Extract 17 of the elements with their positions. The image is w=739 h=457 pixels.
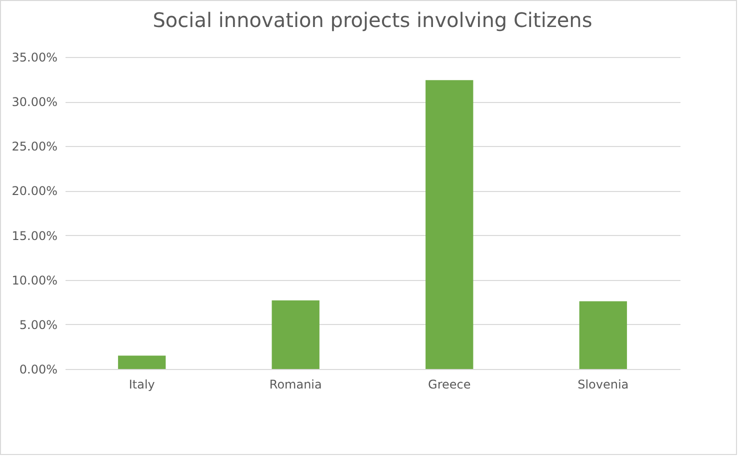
bar (426, 80, 474, 369)
x-tick-label: Slovenia (578, 378, 629, 392)
y-tick-label: 25.00% (12, 140, 58, 154)
chart-title: Social innovation projects involving Citizens (152, 8, 592, 32)
y-tick-label: 15.00% (12, 228, 58, 243)
bar (118, 356, 166, 369)
y-tick-label: 0.00% (19, 362, 58, 376)
x-tick-label: Italy (128, 378, 155, 392)
y-tick-label: 35.00% (12, 50, 58, 64)
y-tick-label: 20.00% (12, 184, 58, 198)
y-tick-label: 30.00% (12, 95, 58, 110)
bar (579, 301, 627, 369)
y-tick-label: 10.00% (12, 273, 58, 288)
y-tick-label: 5.00% (19, 318, 58, 332)
x-tick-label: Greece (428, 378, 471, 392)
x-tick-label: Romania (269, 378, 322, 392)
bar (272, 300, 320, 369)
